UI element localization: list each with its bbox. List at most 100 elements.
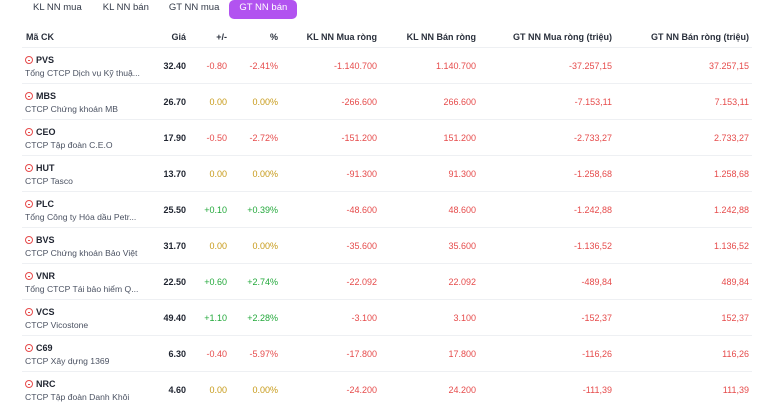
- col-header-price[interactable]: Giá: [162, 27, 186, 48]
- remove-watchlist-icon[interactable]: [25, 380, 33, 388]
- remove-watchlist-icon[interactable]: [25, 236, 33, 244]
- kl-mua-rong-cell: -151.200: [278, 120, 377, 156]
- gt-mua-rong-cell: -1.136,52: [476, 228, 612, 264]
- remove-watchlist-icon[interactable]: [25, 164, 33, 172]
- price-cell: 6.30: [162, 336, 186, 372]
- col-header-change[interactable]: +/-: [186, 27, 227, 48]
- ticker-cell[interactable]: CEO CTCP Tập đoàn C.E.O: [22, 120, 162, 156]
- ticker-cell[interactable]: VNR Tổng CTCP Tái bảo hiểm Q...: [22, 264, 162, 300]
- kl-mua-rong-cell: -3.100: [278, 300, 377, 336]
- ticker-cell[interactable]: BVS CTCP Chứng khoán Bảo Việt: [22, 228, 162, 264]
- price-cell: 13.70: [162, 156, 186, 192]
- col-header-percent[interactable]: %: [227, 27, 278, 48]
- gt-mua-rong-cell: -1.242,88: [476, 192, 612, 228]
- ticker-symbol[interactable]: PLC: [36, 199, 54, 209]
- gt-mua-rong-cell: -7.153,11: [476, 84, 612, 120]
- ticker-symbol[interactable]: NRC: [36, 379, 56, 389]
- kl-mua-rong-cell: -17.800: [278, 336, 377, 372]
- col-header-gt-mua-rong[interactable]: GT NN Mua ròng (triệu): [476, 27, 612, 48]
- remove-watchlist-icon[interactable]: [25, 344, 33, 352]
- kl-ban-rong-cell: 35.600: [377, 228, 476, 264]
- percent-cell: 0.00%: [227, 84, 278, 120]
- remove-watchlist-icon[interactable]: [25, 308, 33, 316]
- price-cell: 31.70: [162, 228, 186, 264]
- ticker-cell[interactable]: C69 CTCP Xây dựng 1369: [22, 336, 162, 372]
- remove-watchlist-icon[interactable]: [25, 56, 33, 64]
- ticker-symbol[interactable]: VNR: [36, 271, 55, 281]
- price-cell: 32.40: [162, 48, 186, 84]
- change-cell: -0.40: [186, 336, 227, 372]
- tab-gt-nn-mua[interactable]: GT NN mua: [159, 0, 230, 19]
- company-name: Tổng CTCP Tái bảo hiểm Q...: [25, 284, 147, 294]
- price-cell: 4.60: [162, 372, 186, 407]
- ticker-symbol[interactable]: PVS: [36, 55, 54, 65]
- col-header-kl-ban-rong[interactable]: KL NN Bán ròng: [377, 27, 476, 48]
- change-cell: 0.00: [186, 228, 227, 264]
- company-name: CTCP Xây dựng 1369: [25, 356, 147, 366]
- gt-ban-rong-cell: 7.153,11: [612, 84, 752, 120]
- remove-watchlist-icon[interactable]: [25, 128, 33, 136]
- kl-mua-rong-cell: -35.600: [278, 228, 377, 264]
- tab-kl-nn-mua[interactable]: KL NN mua: [22, 0, 93, 19]
- gt-ban-rong-cell: 152,37: [612, 300, 752, 336]
- gt-ban-rong-cell: 2.733,27: [612, 120, 752, 156]
- gt-mua-rong-cell: -152,37: [476, 300, 612, 336]
- price-cell: 17.90: [162, 120, 186, 156]
- percent-cell: +2.28%: [227, 300, 278, 336]
- ticker-symbol[interactable]: CEO: [36, 127, 56, 137]
- tab-gt-nn-ban[interactable]: GT NN bán: [229, 0, 297, 19]
- col-header-kl-mua-rong[interactable]: KL NN Mua ròng: [278, 27, 377, 48]
- col-header-ticker[interactable]: Mã CK: [22, 27, 162, 48]
- tab-kl-nn-ban[interactable]: KL NN bán: [93, 0, 159, 19]
- gt-mua-rong-cell: -1.258,68: [476, 156, 612, 192]
- gt-mua-rong-cell: -2.733,27: [476, 120, 612, 156]
- gt-ban-rong-cell: 116,26: [612, 336, 752, 372]
- kl-ban-rong-cell: 266.600: [377, 84, 476, 120]
- kl-ban-rong-cell: 91.300: [377, 156, 476, 192]
- ticker-cell[interactable]: MBS CTCP Chứng khoán MB: [22, 84, 162, 120]
- ticker-cell[interactable]: NRC CTCP Tập đoàn Danh Khôi: [22, 372, 162, 407]
- change-cell: 0.00: [186, 84, 227, 120]
- percent-cell: -2.41%: [227, 48, 278, 84]
- ticker-symbol[interactable]: C69: [36, 343, 53, 353]
- remove-watchlist-icon[interactable]: [25, 200, 33, 208]
- company-name: CTCP Tập đoàn Danh Khôi: [25, 392, 147, 402]
- col-header-gt-ban-rong[interactable]: GT NN Bán ròng (triệu): [612, 27, 752, 48]
- ticker-symbol[interactable]: BVS: [36, 235, 55, 245]
- kl-ban-rong-cell: 3.100: [377, 300, 476, 336]
- ticker-symbol[interactable]: MBS: [36, 91, 56, 101]
- gt-mua-rong-cell: -116,26: [476, 336, 612, 372]
- ticker-symbol[interactable]: HUT: [36, 163, 55, 173]
- gt-mua-rong-cell: -37.257,15: [476, 48, 612, 84]
- percent-cell: -2.72%: [227, 120, 278, 156]
- change-cell: 0.00: [186, 156, 227, 192]
- kl-mua-rong-cell: -48.600: [278, 192, 377, 228]
- remove-watchlist-icon[interactable]: [25, 272, 33, 280]
- remove-watchlist-icon[interactable]: [25, 92, 33, 100]
- kl-mua-rong-cell: -91.300: [278, 156, 377, 192]
- company-name: CTCP Tập đoàn C.E.O: [25, 140, 147, 150]
- company-name: CTCP Chứng khoán MB: [25, 104, 147, 114]
- ticker-cell[interactable]: VCS CTCP Vicostone: [22, 300, 162, 336]
- company-name: CTCP Chứng khoán Bảo Việt: [25, 248, 147, 258]
- company-name: CTCP Vicostone: [25, 320, 147, 330]
- change-cell: -0.80: [186, 48, 227, 84]
- gt-ban-rong-cell: 489,84: [612, 264, 752, 300]
- kl-mua-rong-cell: -1.140.700: [278, 48, 377, 84]
- table-header-row: Mã CK Giá +/- % KL NN Mua ròng KL NN Bán…: [22, 27, 752, 48]
- ticker-symbol[interactable]: VCS: [36, 307, 55, 317]
- percent-cell: 0.00%: [227, 156, 278, 192]
